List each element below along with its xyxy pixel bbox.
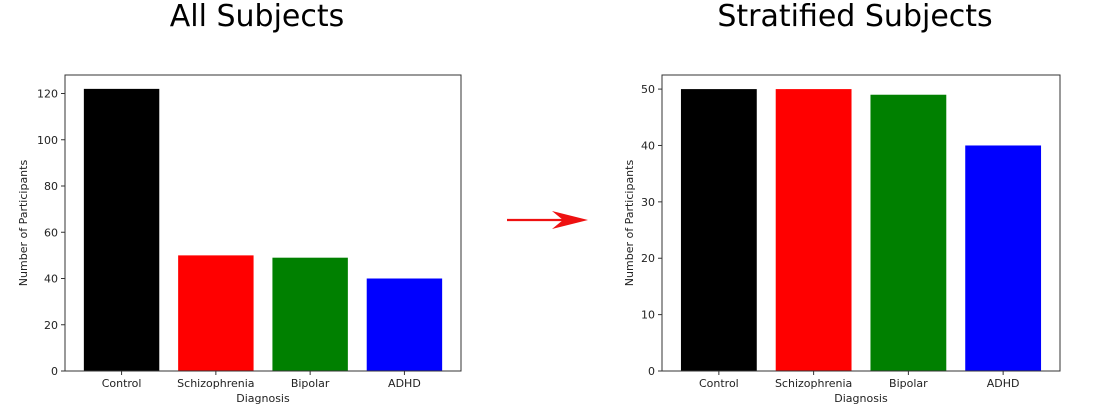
- y-axis-label-all-subjects: Number of Participants: [17, 160, 30, 287]
- chart-all-subjects: 0 20 40 60 80 100 120 Control Schizophrenia Bipol…: [37, 88, 443, 390]
- y-tick-label: 20: [641, 252, 655, 265]
- y-axis-label-stratified-subjects: Number of Participants: [623, 160, 636, 287]
- y-tick-label: 30: [641, 196, 655, 209]
- y-tick-label: 120: [37, 88, 58, 101]
- bar-control: [680, 89, 757, 371]
- y-tick-label: 0: [648, 365, 655, 378]
- x-tick-label-bipolar: Bipolar: [291, 377, 330, 390]
- chart-title-all-subjects: All Subjects: [170, 0, 345, 34]
- x-tick-label-adhd: ADHD: [987, 377, 1020, 390]
- y-tick-label: 20: [44, 319, 58, 332]
- bar-adhd: [965, 145, 1042, 371]
- x-tick-label-schizophrenia: Schizophrenia: [775, 377, 852, 390]
- x-axis-label-all-subjects: Diagnosis: [236, 392, 290, 405]
- bar-bipolar: [272, 257, 348, 371]
- y-tick-label: 40: [44, 273, 58, 286]
- x-axis-label-stratified-subjects: Diagnosis: [834, 392, 888, 405]
- plot-frame-stratified-subjects: [661, 74, 1061, 372]
- y-tick-label: 10: [641, 309, 655, 322]
- chart-stratified-subjects: 0 10 20 30 40 50 Control Schizophrenia Bipolar AD…: [641, 83, 1042, 390]
- plot-frame-all-subjects: [64, 74, 462, 372]
- y-tick-label: 50: [641, 83, 655, 96]
- x-tick-label-adhd: ADHD: [388, 377, 421, 390]
- arrow-right-icon: [507, 211, 588, 229]
- x-tick-label-control: Control: [699, 377, 739, 390]
- bar-schizophrenia: [178, 255, 254, 371]
- bar-schizophrenia: [775, 89, 852, 371]
- y-tick-label: 0: [51, 365, 58, 378]
- x-tick-label-schizophrenia: Schizophrenia: [177, 377, 254, 390]
- bar-control: [83, 88, 160, 371]
- x-tick-label-control: Control: [102, 377, 142, 390]
- bar-adhd: [366, 278, 443, 371]
- bar-bipolar: [870, 94, 947, 371]
- y-tick-label: 100: [37, 134, 58, 147]
- x-tick-label-bipolar: Bipolar: [889, 377, 928, 390]
- y-tick-label: 80: [44, 180, 58, 193]
- chart-title-stratified-subjects: Stratified Subjects: [717, 0, 992, 34]
- y-tick-label: 40: [641, 139, 655, 152]
- y-tick-label: 60: [44, 226, 58, 239]
